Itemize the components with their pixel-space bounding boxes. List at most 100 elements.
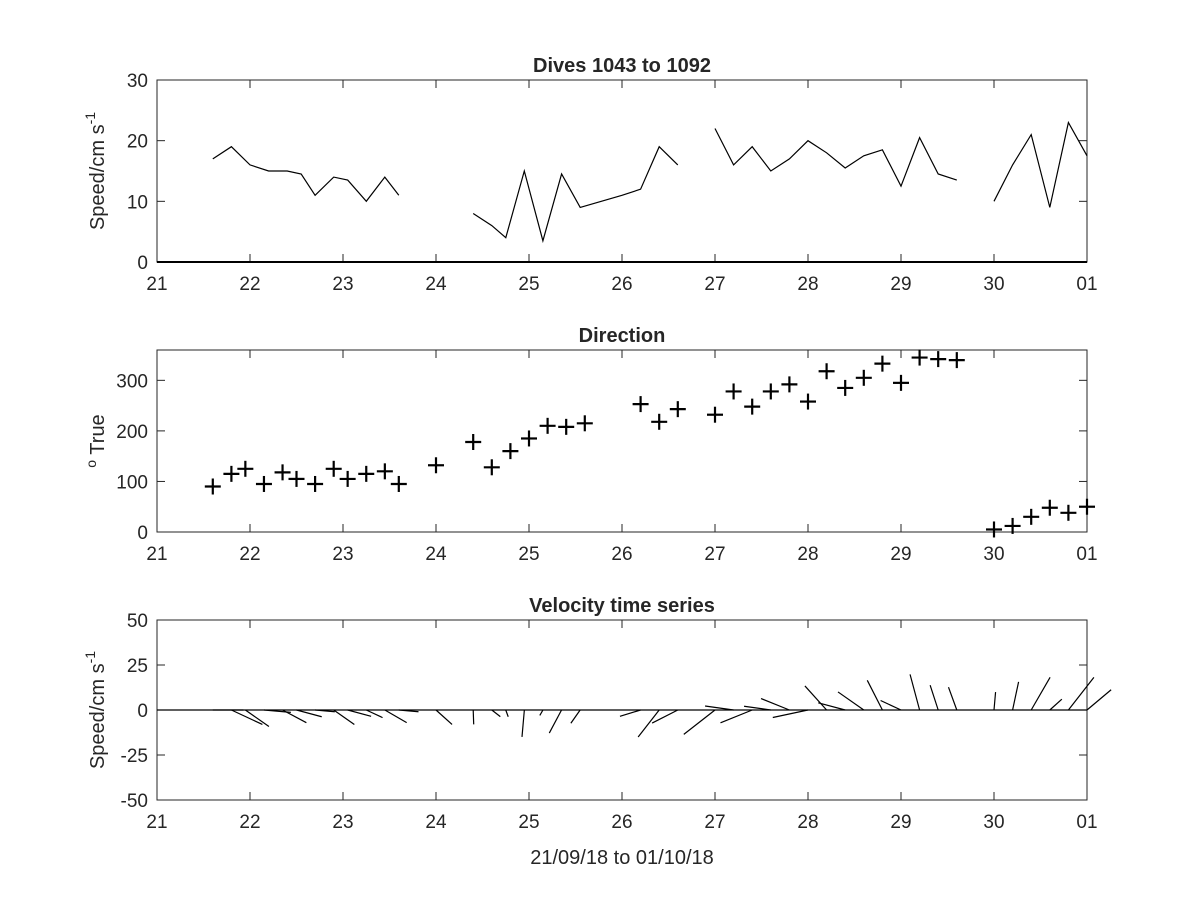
direction-point (558, 418, 575, 435)
x-tick-label: 23 (332, 544, 353, 565)
x-tick-label: 24 (425, 544, 447, 565)
direction-point (781, 376, 798, 393)
direction-point (390, 475, 407, 492)
y-tick-label: 100 (116, 472, 148, 493)
velocity-stick (282, 709, 307, 724)
direction-point (837, 379, 854, 396)
direction-point (325, 460, 342, 477)
direction-point (274, 464, 291, 481)
velocity-stick (818, 702, 846, 711)
y-tick-label: 0 (137, 253, 148, 274)
velocity-stick (245, 709, 270, 728)
direction-point (1079, 498, 1095, 515)
y-axis-label-prefix: o (83, 460, 99, 468)
y-tick-label: 300 (116, 371, 148, 392)
direction-point (288, 470, 305, 487)
x-tick-label: 25 (518, 274, 539, 295)
chart-title: Direction (579, 325, 666, 347)
direction-point (521, 430, 537, 447)
velocity-stick (435, 709, 453, 725)
x-tick-label: 01 (1076, 812, 1097, 833)
x-tick-label: 26 (611, 812, 632, 833)
velocity-stick (947, 686, 958, 711)
x-tick-label: 23 (332, 274, 353, 295)
x-tick-label: 29 (890, 544, 911, 565)
velocity-stick (365, 709, 383, 719)
x-tick-label: 21 (146, 274, 167, 295)
direction-point (539, 417, 556, 434)
velocity-stick (651, 709, 679, 724)
x-tick-label: 22 (239, 274, 260, 295)
direction-point (1004, 517, 1021, 534)
direction-point (376, 463, 393, 480)
direction-point (855, 369, 872, 386)
direction-point (428, 457, 444, 474)
direction-point (725, 383, 742, 400)
velocity-stick (1030, 676, 1051, 711)
axes-box (156, 349, 1088, 533)
velocity-stick (570, 709, 581, 724)
direction-point (893, 374, 909, 391)
y-axis-label-text: True (87, 414, 109, 460)
velocity-stick (1067, 677, 1095, 711)
axes-box (156, 79, 1088, 263)
velocity-stick (760, 697, 790, 711)
direction-point (307, 475, 324, 492)
y-axis-label: o True (83, 414, 109, 467)
direction-point (358, 465, 375, 482)
y-tick-label: -50 (121, 791, 148, 812)
direction-point (465, 434, 482, 451)
x-tick-label: 28 (797, 274, 818, 295)
velocity-stick (296, 709, 322, 718)
x-tick-label: 22 (239, 812, 260, 833)
direction-point (707, 406, 723, 423)
x-axis-label: 21/09/18 to 01/10/18 (530, 847, 714, 869)
direction-point (502, 443, 519, 460)
velocity-stick (866, 680, 883, 711)
x-tick-label: 27 (704, 812, 725, 833)
velocity-stick (384, 709, 407, 724)
direction-panel: Direction 21 22 23 24 25 26 27 28 29 30 01 0 100 200 30… (83, 325, 1098, 565)
velocity-stick (1012, 681, 1020, 711)
direction-point (223, 465, 240, 482)
velocity-stick (772, 709, 809, 719)
x-tick-label: 25 (518, 544, 539, 565)
direction-point (576, 415, 593, 432)
chart-title: Dives 1043 to 1092 (533, 55, 711, 77)
velocity-stick (804, 685, 828, 711)
velocity-stick (505, 709, 509, 717)
direction-point (800, 393, 816, 410)
x-tick-label: 26 (611, 274, 632, 295)
x-tick-label: 25 (518, 812, 539, 833)
y-tick-label: 200 (116, 422, 148, 443)
velocity-panel: Velocity time series 21 22 23 24 25 26 27 28 29 30… (82, 595, 1112, 869)
speed-line-segment (472, 145, 679, 244)
speed-line-segment (993, 120, 1088, 208)
x-tick-label: 23 (332, 812, 353, 833)
velocity-stick (837, 691, 865, 711)
direction-point (339, 470, 356, 487)
velocity-stick (880, 699, 902, 711)
direction-point (632, 396, 649, 413)
velocity-stick (1049, 698, 1063, 711)
velocity-stick (743, 705, 771, 711)
direction-point (1023, 508, 1040, 525)
y-tick-label: 30 (127, 71, 148, 92)
y-axis-label-superscript: -1 (82, 112, 98, 125)
direction-point (986, 521, 1002, 538)
direction-point (651, 413, 668, 430)
x-tick-label: 30 (983, 812, 1004, 833)
x-tick-label: 01 (1076, 274, 1097, 295)
direction-point (930, 351, 947, 368)
direction-point (744, 398, 761, 415)
y-tick-label: 20 (127, 132, 148, 153)
direction-point (911, 349, 928, 366)
x-tick-label: 27 (704, 544, 725, 565)
speed-line-segment (714, 128, 957, 188)
direction-point (1060, 504, 1077, 521)
x-tick-label: 27 (704, 274, 725, 295)
y-tick-label: 10 (127, 192, 148, 213)
velocity-stick (521, 709, 525, 737)
x-tick-label: 21 (146, 544, 167, 565)
